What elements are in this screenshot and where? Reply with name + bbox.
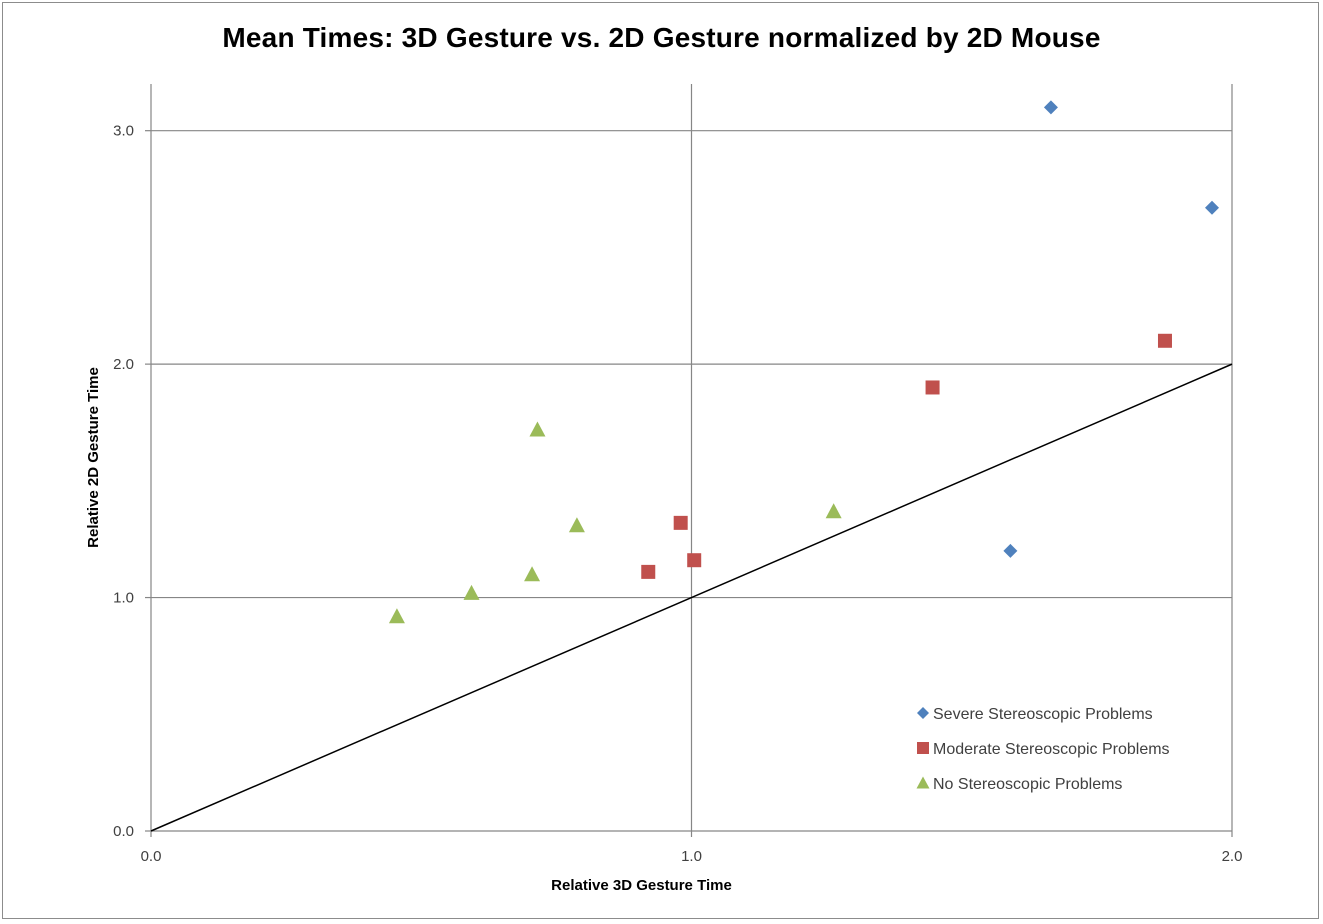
legend-label: Severe Stereoscopic Problems <box>933 706 1153 723</box>
legend-marker-triangle <box>916 776 930 789</box>
data-point-square <box>673 515 688 530</box>
x-tick-label: 2.0 <box>1222 848 1243 865</box>
grid-lines <box>145 84 1233 837</box>
data-point-triangle <box>568 517 585 533</box>
chart-title: Mean Times: 3D Gesture vs. 2D Gesture no… <box>222 22 1101 53</box>
legend-marker-diamond <box>917 707 929 719</box>
data-point-square <box>641 564 656 579</box>
data-point-triangle <box>388 608 405 624</box>
x-tick-label: 1.0 <box>681 848 702 865</box>
x-tick-label: 0.0 <box>141 848 162 865</box>
legend: Severe Stereoscopic Problems Moderate Ste… <box>916 706 1170 793</box>
reference-line <box>150 363 1233 832</box>
y-tick-label: 2.0 <box>113 356 134 373</box>
data-point-triangle <box>524 566 541 582</box>
data-point-square <box>1157 333 1172 348</box>
x-axis-label: Relative 3D Gesture Time <box>551 877 732 894</box>
legend-label: No Stereoscopic Problems <box>933 776 1122 793</box>
data-point-triangle <box>825 503 842 519</box>
data-point-triangle <box>463 584 480 600</box>
data-point-triangle <box>529 421 546 437</box>
data-point-square <box>687 553 702 568</box>
data-point-square <box>925 380 940 395</box>
y-tick-label: 3.0 <box>113 123 134 140</box>
y-tick-label: 1.0 <box>113 590 134 607</box>
legend-label: Moderate Stereoscopic Problems <box>933 741 1170 758</box>
data-point-diamond <box>1043 100 1058 115</box>
reference-line-group <box>150 363 1233 832</box>
tick-labels: 0.0 1.0 2.0 3.0 0.0 1.0 2.0 <box>113 123 1242 865</box>
legend-marker-square <box>917 742 929 754</box>
data-point-diamond <box>1205 200 1220 215</box>
data-point-diamond <box>1003 543 1018 558</box>
y-tick-label: 0.0 <box>113 823 134 840</box>
y-axis-label: Relative 2D Gesture Time <box>85 367 102 548</box>
data-points <box>388 100 1220 624</box>
